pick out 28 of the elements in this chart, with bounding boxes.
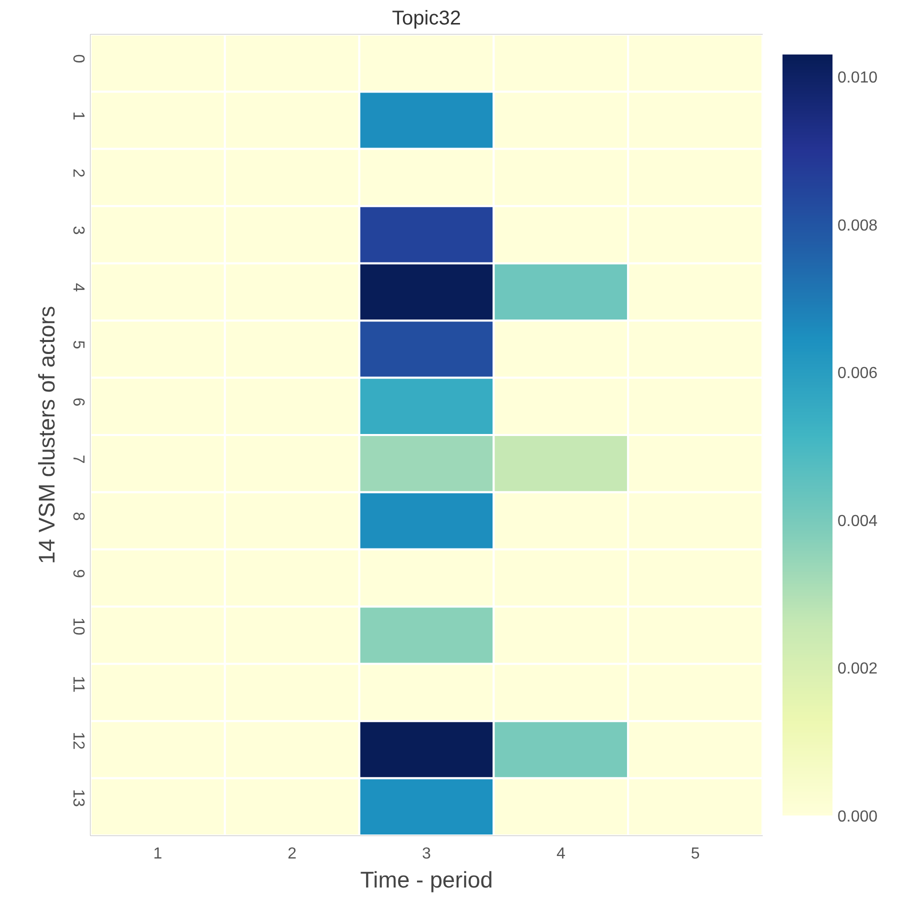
y-tick-label: 4 xyxy=(70,283,86,292)
y-tick-label: 7 xyxy=(70,454,86,464)
y-tick-label: 6 xyxy=(70,397,86,406)
color-bar-label: 0.004 xyxy=(838,512,878,530)
y-tick-label: 0 xyxy=(70,54,86,64)
x-tick-label: 3 xyxy=(422,846,432,862)
chart-title: Topic32 xyxy=(392,8,461,30)
color-bar-label: 0.006 xyxy=(838,365,878,382)
color-bar-label: 0.000 xyxy=(838,808,878,826)
color-bar-label: 0.002 xyxy=(838,660,878,678)
y-tick-label: 13 xyxy=(70,789,86,807)
y-tick-label: 3 xyxy=(70,226,86,235)
y-tick-label: 10 xyxy=(70,617,86,636)
y-tick-label: 5 xyxy=(70,340,86,350)
x-tick-label: 2 xyxy=(288,846,297,862)
x-tick-label: 1 xyxy=(153,846,162,862)
y-tick-label: 2 xyxy=(70,168,86,178)
x-tick-label: 5 xyxy=(690,846,700,862)
y-tick-label: 1 xyxy=(70,111,86,120)
x-tick-label: 4 xyxy=(556,846,566,862)
y-tick-label: 11 xyxy=(70,676,86,693)
color-bar-label: 0.010 xyxy=(838,70,878,87)
y-tick-label: 12 xyxy=(70,732,86,750)
y-axis-title: 14 VSM clusters of actors xyxy=(34,306,60,564)
y-tick-label: 8 xyxy=(70,512,86,521)
color-bar-label: 0.008 xyxy=(838,217,878,234)
y-tick-label: 9 xyxy=(70,569,86,578)
x-axis-title: Time - period xyxy=(360,866,493,892)
